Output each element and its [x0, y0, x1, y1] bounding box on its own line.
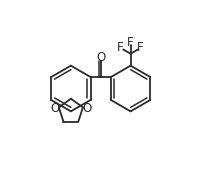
Text: F: F — [127, 36, 134, 49]
Text: O: O — [82, 102, 91, 115]
Text: F: F — [137, 41, 144, 55]
Text: O: O — [50, 102, 60, 115]
Text: F: F — [117, 41, 124, 55]
Text: O: O — [96, 51, 105, 64]
